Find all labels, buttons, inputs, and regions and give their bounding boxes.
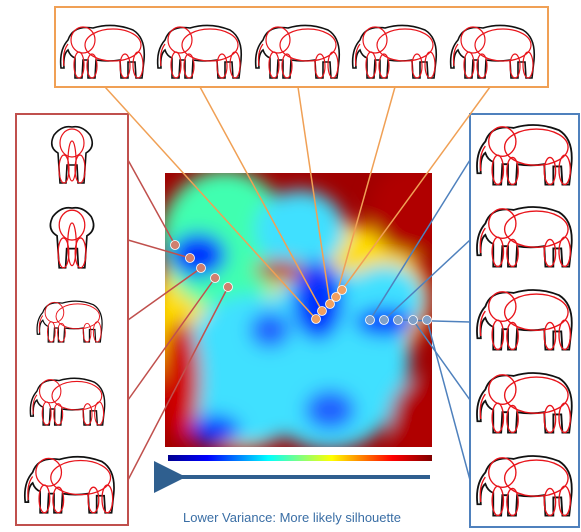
colorbar — [168, 455, 432, 461]
left-frame — [15, 113, 129, 526]
right-silhouettes — [476, 124, 573, 517]
variance-map — [165, 173, 432, 447]
right-frame — [469, 113, 580, 528]
samples — [170, 240, 432, 325]
connectors — [104, 86, 491, 481]
caption: Lower Variance: More likely silhouette — [183, 510, 401, 525]
top-silhouettes — [59, 24, 536, 79]
left-silhouettes — [23, 125, 115, 514]
top-frame — [54, 6, 549, 88]
